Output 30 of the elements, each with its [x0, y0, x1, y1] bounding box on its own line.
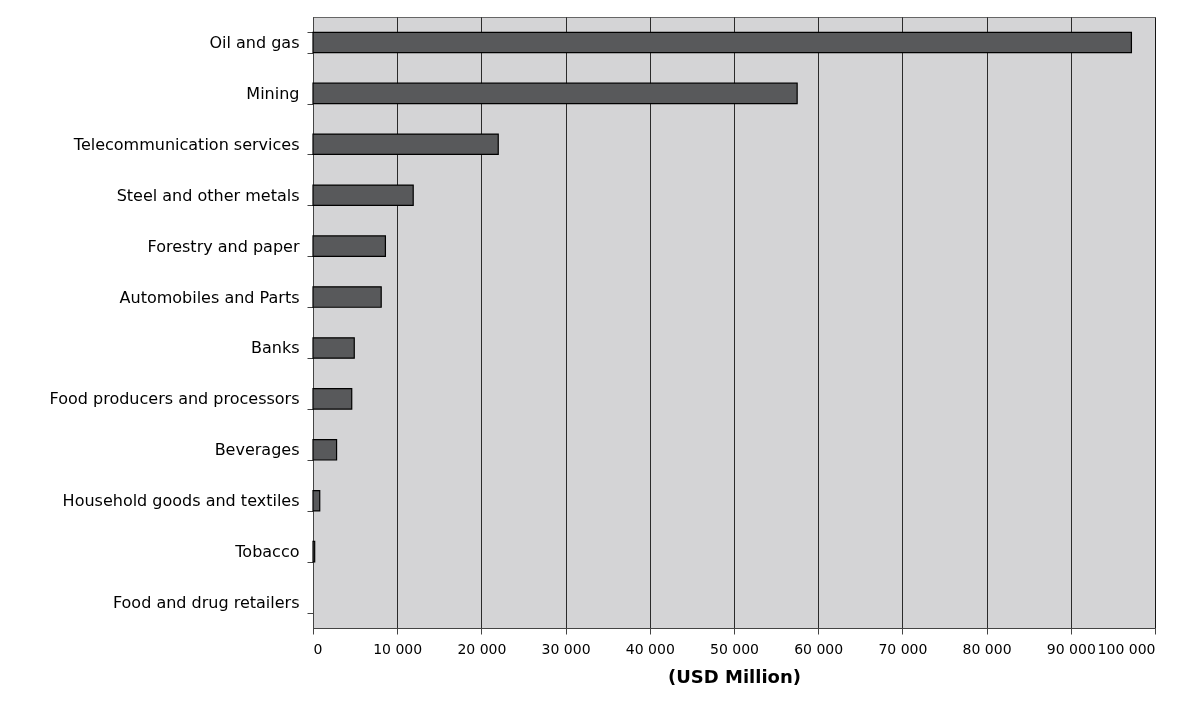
bar: [312, 439, 338, 461]
x-tick-label: 80 000: [962, 640, 1012, 657]
bar: [312, 286, 382, 308]
x-tick-label: 30 000: [541, 640, 591, 657]
y-tick-label: Oil and gas: [209, 32, 300, 52]
x-axis-title: (USD Million): [667, 665, 802, 687]
y-tick-label: Banks: [250, 338, 300, 358]
x-tick-label: 70 000: [878, 640, 928, 657]
bar: [312, 489, 321, 512]
x-tick-label: 0: [313, 640, 323, 657]
x-tick-label: 50 000: [710, 640, 759, 657]
bar: [312, 337, 355, 359]
y-tick-label: Food producers and processors: [49, 389, 300, 409]
y-tick-label: Mining: [246, 83, 300, 103]
y-tick-label: Automobiles and Parts: [119, 287, 300, 307]
y-tick-label: Forestry and paper: [147, 236, 300, 256]
bar: [312, 388, 353, 410]
x-tick-label: 90 000: [1046, 640, 1096, 657]
y-tick-label: Telecommunication services: [72, 134, 300, 154]
x-tick-label: 100 000: [1097, 640, 1156, 657]
x-tick-label: 10 000: [373, 640, 423, 657]
x-tick-label: 60 000: [794, 640, 844, 657]
y-tick-label: Tobacco: [234, 542, 300, 562]
y-tick-label: Food and drug retailers: [112, 593, 300, 613]
y-tick-label: Beverages: [214, 440, 300, 460]
x-tick-label: 20 000: [457, 640, 507, 657]
x-tick-label: 40 000: [625, 640, 675, 657]
y-tick-label: Steel and other metals: [116, 185, 300, 205]
bar: [312, 235, 387, 257]
y-tick-label: Household goods and textiles: [62, 491, 300, 511]
